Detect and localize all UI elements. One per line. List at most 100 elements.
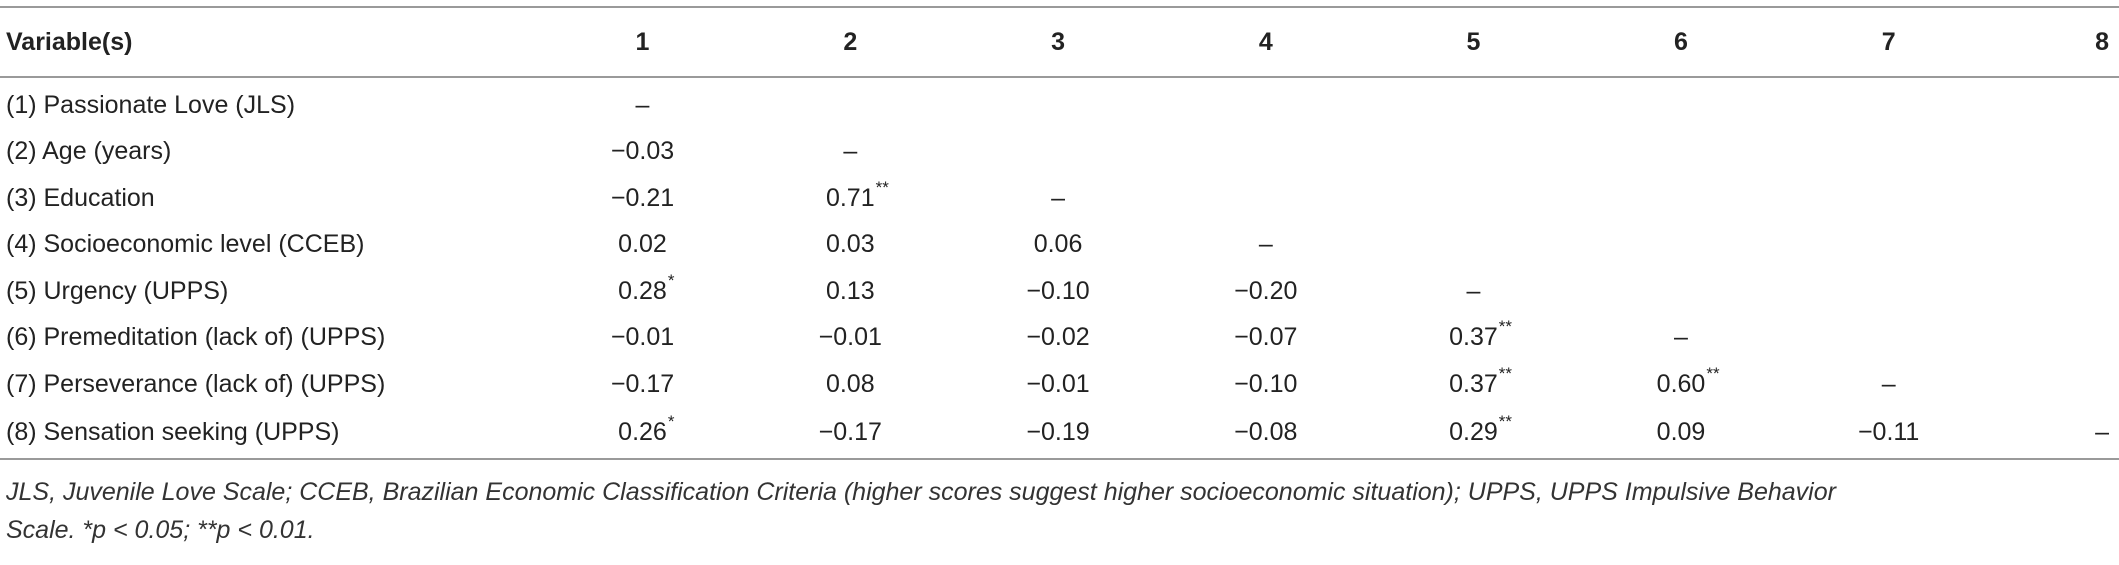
cell-value: – [843,137,858,166]
cell-value: −0.10 [1234,369,1298,398]
table-cell: −0.10 [1162,361,1370,408]
table-cell [1370,77,1578,129]
cell-value: – [1466,276,1481,305]
table-cell: 0.08 [746,361,954,408]
significance-marker: ** [875,177,889,197]
row-label: (5) Urgency (UPPS) [6,276,229,305]
cell-value: – [2095,418,2109,446]
header-col-6: 6 [1577,6,1785,78]
table-cell [1577,268,1785,315]
cell-value: 0.03 [825,230,875,259]
cell-value: 0.29 ** [1449,412,1513,446]
cell-value: 0.37 ** [1449,363,1513,398]
table-cell [1785,268,1993,315]
cell-value: −0.11 [1857,418,1920,446]
significance-marker: * [667,270,675,290]
table-cell: −0.07 [1162,315,1370,362]
table-row: (3) Education −0.21 0.71 ** – [0,175,2119,222]
table-cell: – [1162,222,1370,269]
table-cell: – [1370,268,1578,315]
table-cell [1993,268,2119,315]
table-footnote: JLS, Juvenile Love Scale; CCEB, Brazilia… [6,473,2106,549]
table-cell: −0.17 [539,361,747,408]
table-cell [1162,129,1370,176]
table-cell: 0.26 * [538,407,747,460]
table-cell: −0.02 [954,315,1162,362]
cell-value: – [1674,323,1688,352]
row-label: (7) Perseverance (lack of) (UPPS) [6,369,386,398]
header-col-3: 3 [954,6,1162,78]
cell-value: 0.02 [618,230,667,259]
cell-value: 0.26 * [618,412,675,446]
table-row: (2) Age (years) −0.03 – [0,129,2119,176]
table-row: (6) Premeditation (lack of) (UPPS) −0.01 −… [0,315,2119,362]
table-cell: −0.03 [539,129,747,176]
table-cell: −0.20 [1162,268,1370,315]
cell-value: −0.17 [818,418,882,446]
table-cell [954,129,1162,176]
table-cell [1993,129,2119,176]
cell-value: 0.06 [1033,230,1083,259]
significance-marker: ** [1706,363,1720,383]
significance-marker: * [667,412,675,431]
table-cell: 0.02 [539,222,747,269]
table-row: (7) Perseverance (lack of) (UPPS) −0.17 0.… [0,361,2119,408]
cell-value: – [1051,183,1065,212]
table-cell [1993,361,2119,408]
table-cell [1162,175,1370,222]
table-cell [1577,175,1785,222]
table-cell: 0.28 * [539,268,747,315]
header-row: Variable(s) 1 2 3 4 5 6 7 8 [0,6,2119,78]
cell-value: 0.09 [1656,418,1706,446]
table-cell: −0.21 [539,175,747,222]
header-variables: Variable(s) [0,6,539,78]
table-cell [1577,222,1785,269]
cell-value: −0.19 [1026,418,1090,446]
significance-marker: ** [1498,317,1513,337]
table-cell: 0.60 ** [1577,361,1785,408]
table-cell [1785,315,1993,362]
significance-marker: ** [1498,363,1513,383]
table-cell [1577,129,1785,176]
table-cell: −0.10 [954,268,1162,315]
cell-value: −0.01 [1026,369,1090,398]
cell-value: −0.02 [1026,323,1090,352]
cell-value: 0.60 ** [1656,363,1720,398]
table-cell: −0.01 [954,361,1162,408]
table-cell [746,77,954,129]
header-col-2: 2 [746,6,955,78]
cell-value: −0.08 [1234,418,1298,446]
table-cell: – [1785,361,1993,408]
cell-value: −0.10 [1026,276,1090,305]
table-cell [1993,315,2119,362]
table-cell [1785,222,1993,269]
table-cell: – [746,129,954,176]
header-col-1: 1 [538,6,747,78]
table-cell [1370,175,1578,222]
table-row: (1) Passionate Love (JLS) – [0,77,2119,129]
header-col-4: 4 [1161,6,1370,78]
table-cell [1785,175,1993,222]
table-cell: −0.11 [1784,407,1993,460]
row-label: (6) Premeditation (lack of) (UPPS) [6,323,386,352]
cell-value: −0.07 [1234,323,1298,352]
header-col-5: 5 [1369,6,1578,78]
cell-value: 0.13 [825,276,875,305]
table-cell [1162,77,1370,129]
table-cell [1370,129,1578,176]
row-label: (3) Education [6,183,155,212]
cell-value: −0.17 [610,369,675,398]
table-cell: −0.08 [1161,407,1370,460]
table-cell: 0.71 ** [746,175,954,222]
table-cell: −0.01 [746,315,954,362]
footnote-line-1: JLS, Juvenile Love Scale; CCEB, Brazilia… [6,478,1836,506]
table-cell: 0.09 [1577,407,1785,460]
table-row: (8) Sensation seeking (UPPS) 0.26 * −0.17 −0… [0,407,2119,460]
table-cell [1577,77,1785,129]
table-body: (1) Passionate Love (JLS) – (2) Age (years… [0,77,2119,460]
table-cell [1370,222,1578,269]
table-cell [1993,77,2119,129]
footnote-line-2: Scale. *p < 0.05; **p < 0.01. [6,516,315,544]
cell-value: −0.01 [818,323,882,352]
